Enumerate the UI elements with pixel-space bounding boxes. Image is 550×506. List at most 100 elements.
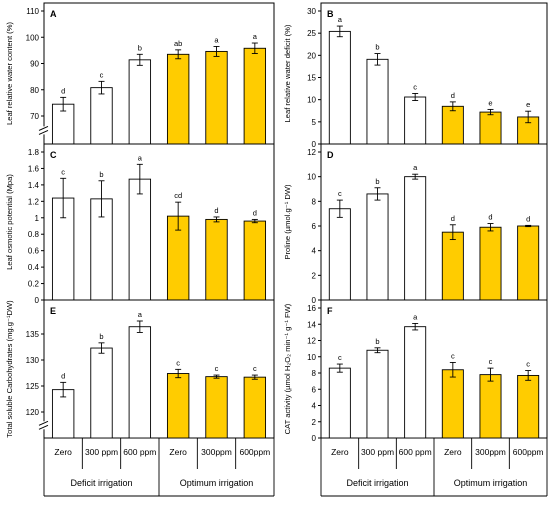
y-axis-label: Leaf osmotic potential (Mpa) (5, 174, 14, 270)
y-tick-label: 8 (312, 369, 317, 378)
y-tick-label: 15 (307, 74, 316, 83)
significance-letter: a (138, 310, 143, 319)
axis-break-mark (38, 125, 49, 131)
y-axis-label: Leaf relative water deficit (%) (283, 24, 292, 122)
significance-letter: a (413, 163, 418, 172)
panel-label: E (50, 306, 56, 316)
significance-letter: c (338, 353, 342, 362)
category-table-e: Zero 300 ppm 600 ppm Zero 300ppm 600ppm Defici… (43, 438, 275, 497)
panel-label: D (327, 150, 334, 160)
y-tick-label: 2 (312, 418, 317, 427)
y-tick-label: 0.6 (28, 247, 40, 256)
bar (366, 58, 389, 145)
y-axis-label: Total soluble Carbohydrates (mg.g⁻¹DW) (5, 300, 14, 438)
category-label: 300 ppm (85, 447, 118, 457)
significance-letter: b (375, 43, 379, 52)
significance-letter: c (253, 364, 257, 373)
y-tick-label: 90 (30, 60, 39, 69)
bar (366, 193, 389, 301)
category-label: 600 ppm (399, 447, 432, 457)
plot-frame (43, 2, 275, 145)
bar (90, 347, 113, 439)
axis-break-mark (38, 424, 49, 430)
significance-letter: b (138, 43, 142, 52)
y-tick-label: 30 (307, 7, 316, 16)
significance-letter: d (451, 91, 455, 100)
significance-letter: b (99, 332, 103, 341)
bar (90, 87, 113, 145)
bar (205, 376, 228, 439)
significance-letter: cd (174, 191, 182, 200)
significance-letter: c (338, 189, 342, 198)
significance-letter: ab (174, 39, 182, 48)
group-label: Deficit irrigation (70, 478, 132, 488)
panel-label: F (327, 306, 333, 316)
bar (404, 96, 427, 145)
bar (517, 374, 540, 439)
y-tick-label: 1 (35, 214, 40, 223)
y-tick-label: 10 (307, 96, 316, 105)
bar (479, 111, 502, 145)
axis-break-mask (39, 421, 49, 430)
bar (441, 369, 464, 439)
bar (366, 349, 389, 439)
bar (166, 53, 190, 145)
category-table-f: Zero 300 ppm 600 ppm Zero 300ppm 600ppm Defici… (320, 438, 548, 497)
panel-c: 0 0.2 0.4 0.6 0.8 1 1.2 1.4 1.6 1.8 Leaf osmotic p… (5, 143, 275, 305)
y-axis-label: CAT activity (µmol H₂O₂ min⁻¹ g⁻¹ FW) (283, 303, 292, 434)
y-tick-label: 10 (307, 173, 316, 182)
significance-letter: d (253, 208, 257, 217)
y-tick-label: 4 (312, 247, 317, 256)
significance-letter: a (253, 32, 258, 41)
significance-letter: c (61, 167, 65, 176)
plot-frame (320, 299, 548, 439)
y-tick-label: 6 (312, 385, 317, 394)
significance-letter: d (451, 214, 455, 223)
group-label: Optimum irrigation (454, 478, 528, 488)
y-tick-label: 1.8 (28, 148, 40, 157)
y-tick-label: 0 (312, 434, 317, 443)
bar (479, 374, 502, 439)
significance-letter: a (138, 153, 143, 162)
panel-d: 0 2 4 6 8 10 12 Proline (µmol.g⁻¹ DW) Dc b a d d d (283, 143, 548, 305)
category-label: Zero (444, 447, 462, 457)
y-tick-label: 0 (312, 296, 317, 305)
significance-letter: a (214, 35, 219, 44)
group-label: Deficit irrigation (346, 478, 408, 488)
bar (441, 105, 464, 145)
significance-letter: e (526, 100, 530, 109)
y-tick-label: 14 (307, 320, 316, 329)
significance-letter: d (61, 371, 65, 380)
y-tick-label: 120 (26, 408, 40, 417)
significance-letter: c (100, 70, 104, 79)
significance-letter: d (214, 206, 218, 215)
y-tick-label: 100 (26, 33, 40, 42)
bar (205, 218, 228, 301)
y-tick-label: 110 (26, 7, 39, 16)
category-axis: Zero 300 ppm 600 ppm Zero 300ppm 600ppm Defici… (43, 438, 548, 497)
bar (328, 208, 351, 301)
bar (128, 326, 152, 439)
bar (328, 30, 351, 145)
category-label: 300ppm (201, 447, 232, 457)
category-label: 300ppm (475, 447, 506, 457)
plot-frame (320, 143, 548, 301)
bar (441, 231, 464, 301)
significance-letter: a (413, 312, 418, 321)
panel-e: 120 125 130 135 Total soluble Carbohydrates … (5, 299, 275, 439)
group-label: Optimum irrigation (180, 478, 254, 488)
significance-letter: a (338, 15, 343, 24)
y-tick-label: 25 (307, 29, 316, 38)
category-label: 300 ppm (361, 447, 394, 457)
axis-break-mark (38, 129, 49, 135)
panel-label: A (50, 9, 57, 19)
y-tick-label: 80 (30, 86, 39, 95)
y-tick-label: 6 (312, 222, 317, 231)
significance-letter: c (489, 357, 493, 366)
y-tick-label: 0 (35, 296, 40, 305)
y-tick-label: 70 (30, 112, 39, 121)
bar (243, 47, 267, 145)
y-tick-label: 1.2 (28, 197, 40, 206)
